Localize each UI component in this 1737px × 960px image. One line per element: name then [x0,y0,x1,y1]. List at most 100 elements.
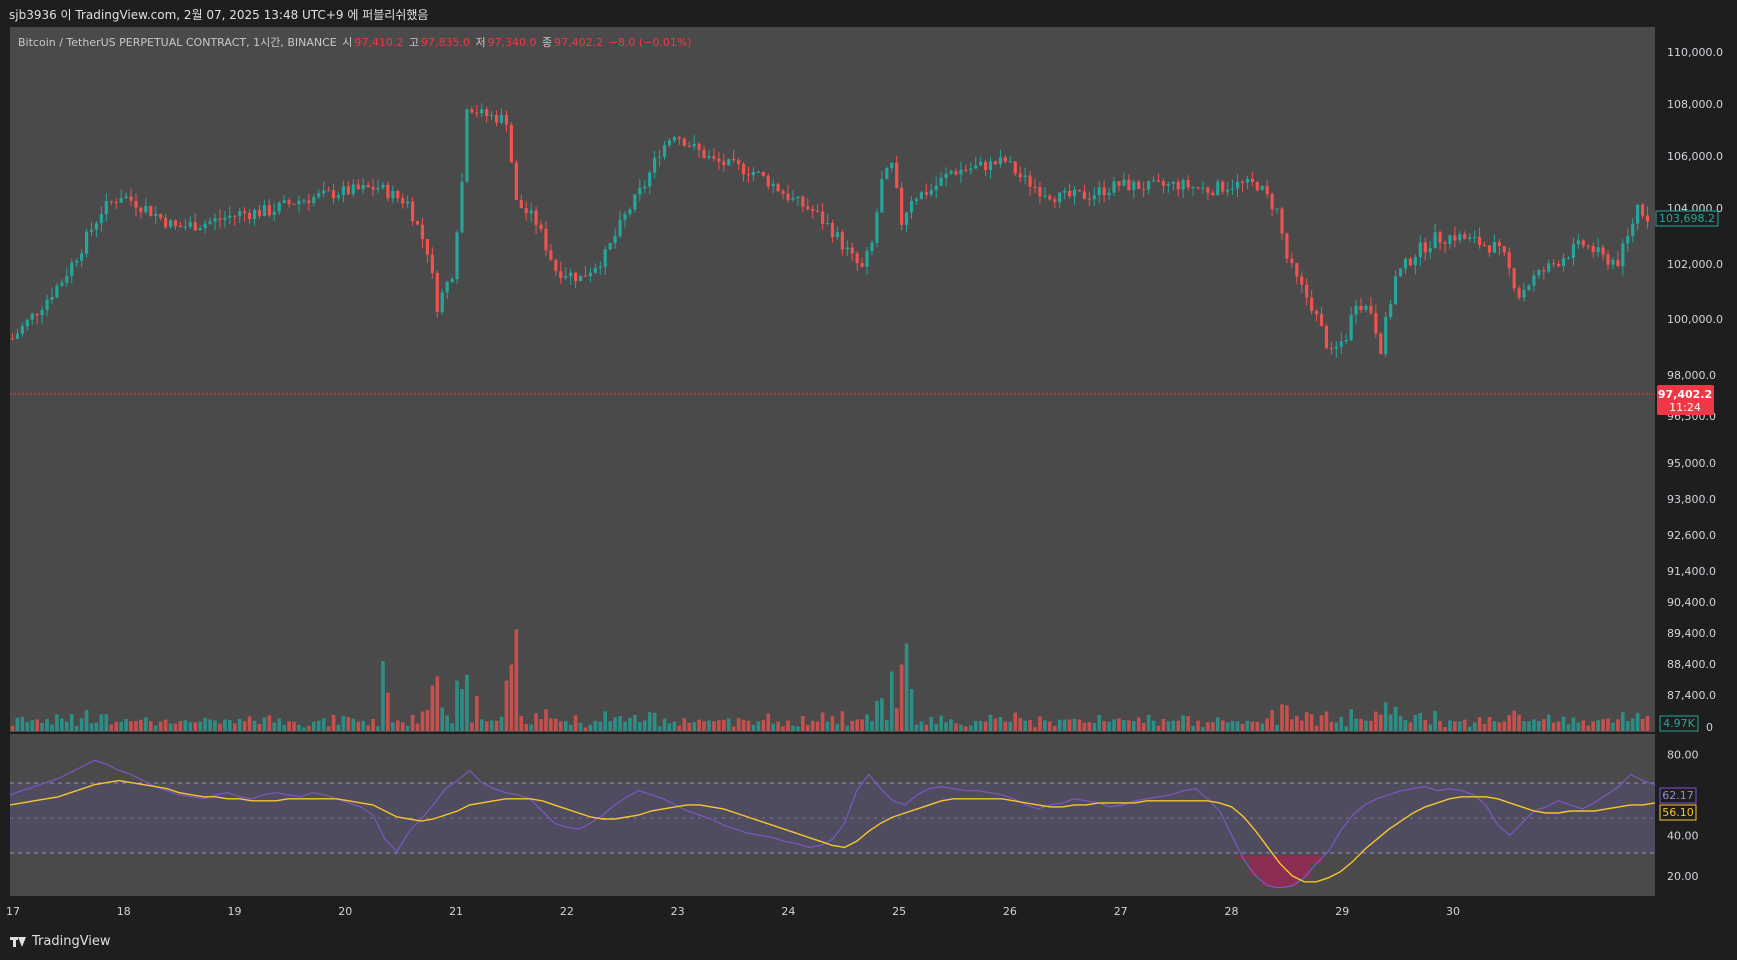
rsi-markers: 62.17 56.10 [1659,787,1697,821]
volume-bar [1181,715,1185,731]
candle-body [1389,304,1393,317]
candle-body [564,276,568,278]
volume-bar [1596,720,1600,731]
candle-body [959,169,963,175]
candle-body [89,229,94,232]
candle-body [850,247,854,254]
candle-body [267,205,271,216]
volume-bar [712,721,716,731]
candle-body [129,196,133,201]
candle-body [692,143,696,147]
volume-bar [272,722,277,731]
volume-bar [968,725,973,731]
volume-bar [613,717,617,731]
candle-body [188,222,192,227]
candle-body [247,213,252,219]
volume-bar [1645,716,1650,731]
volume-bar [978,720,983,731]
volume-bar [1378,714,1383,731]
volume-bar [104,714,109,731]
rsi-tick-label: 80.00 [1667,748,1699,761]
volume-bar [341,716,346,731]
candle-body [1576,240,1580,245]
candle-body [1384,316,1388,354]
candle-body [653,157,657,173]
volume-last-value: 4.97K [1663,717,1695,730]
rsi-pane[interactable] [10,734,1655,896]
candle-body [371,187,375,190]
symbol-legend[interactable]: Bitcoin / TetherUS PERPETUAL CONTRACT, 1… [18,34,694,50]
candle-body [440,292,444,312]
candle-body [1339,341,1343,347]
candle-body [1433,232,1437,249]
volume-bar [45,719,49,731]
volume-bar [805,724,810,731]
volume-bar [371,718,375,731]
volume-bar [1532,719,1536,731]
volume-bar [1482,724,1487,731]
volume-bar [430,685,435,731]
candle-body [1181,180,1185,190]
candle-body [549,250,553,260]
candle-body [825,223,830,225]
volume-bar [415,723,420,731]
volume-bar [810,720,815,731]
last-price-value: 97,402.2 [1658,388,1712,401]
candle-body [1552,263,1556,265]
candle-body [1290,258,1294,264]
candle-body [1601,247,1605,255]
main-pane[interactable] [10,27,1655,732]
volume-bar [1522,721,1526,731]
time-axis[interactable]: 17 18 19 20 21 22 23 24 25 26 27 28 29 30 [0,896,1655,925]
candle-body [776,183,780,192]
tradingview-brand[interactable]: TradingView [10,934,111,949]
volume-bar [1092,723,1097,731]
candle-body [727,158,731,166]
candle-body [485,109,489,116]
volume-bar [1048,721,1052,731]
volume-bar [1230,721,1235,731]
candle-body [198,227,202,231]
volume-bar [134,721,138,731]
time-tick-label: 29 [1335,905,1349,918]
candle-body [1310,297,1314,311]
volume-bar [1280,704,1284,731]
volume-bar [633,714,637,731]
candle-body [10,338,15,340]
candle-body [608,242,612,250]
candle-body [1018,173,1022,178]
candle-body [1324,326,1329,349]
volume-bar [1136,717,1141,731]
volume-bar [1527,721,1531,731]
volume-bar [889,671,894,731]
candle-body [761,171,765,176]
price-tick-label: 92,600.0 [1667,529,1716,542]
candle-body [228,215,232,218]
candle-body [277,202,281,212]
candle-body [1626,236,1630,244]
volume-bar [1586,725,1591,731]
price-axis[interactable]: 110,000.0108,000.0106,000.0104,000.0102,… [1655,27,1737,925]
last-price-tag: 97,402.2 11:24 [1657,385,1714,415]
candle-body [702,149,706,158]
volume-bar [50,724,54,731]
volume-bar [15,717,20,731]
volume-bar [420,711,425,731]
volume-bar [1285,705,1289,731]
volume-bar [1537,720,1541,731]
time-tick-label: 23 [671,905,685,918]
candle-body [900,187,904,225]
candle-body [1369,305,1373,314]
volume-bar [386,692,390,731]
candle-body [732,158,736,161]
price-tick-label: 95,000.0 [1667,457,1716,470]
candle-body [519,199,523,209]
volume-bar [109,724,114,731]
volume-bar [35,719,39,731]
volume-bar [588,724,593,731]
volume-bar [746,720,751,731]
candle-body [1077,189,1082,192]
volume-bar [247,716,252,731]
volume-bar [998,716,1003,731]
